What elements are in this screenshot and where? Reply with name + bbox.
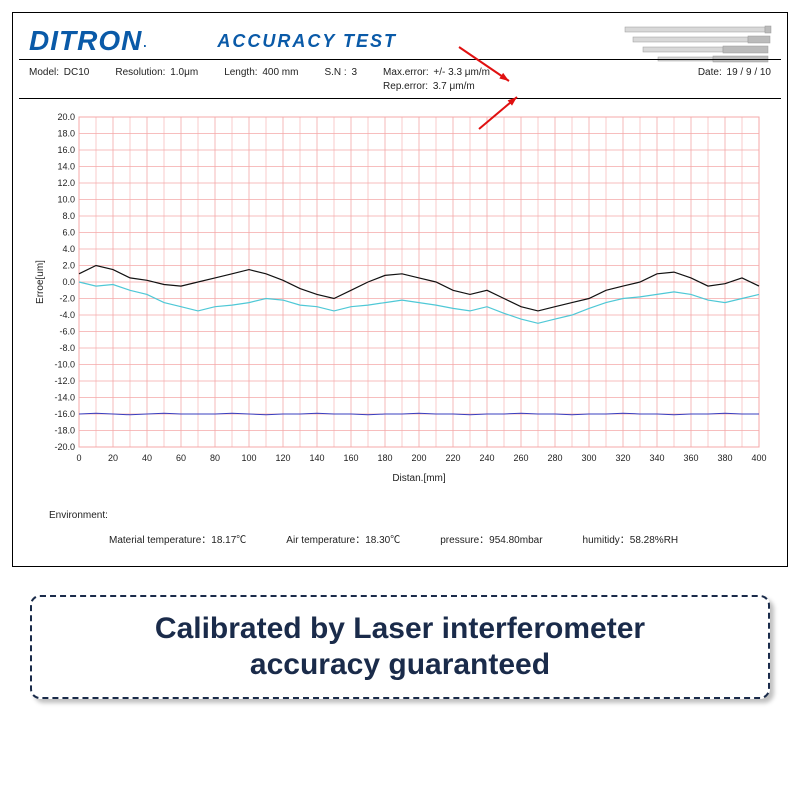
meta-resolution: Resolution: 1.0μm (115, 64, 198, 78)
svg-text:6.0: 6.0 (62, 228, 75, 238)
svg-text:Erroe[um]: Erroe[um] (35, 260, 46, 304)
meta-errors: Max.error: +/- 3.3 μm/m Rep.error: 3.7 μ… (383, 64, 490, 94)
meta-date: Date: 19 / 9 / 10 (698, 64, 771, 78)
svg-text:180: 180 (377, 453, 392, 463)
svg-text:4.0: 4.0 (62, 244, 75, 254)
brand-logo: DITRON (29, 25, 142, 57)
svg-text:120: 120 (275, 453, 290, 463)
svg-text:140: 140 (309, 453, 324, 463)
environment-values: Material temperature：18.17℃ Air temperat… (49, 531, 771, 546)
report-frame: DITRON. ACCURACY TEST Model: DC10 (12, 12, 788, 567)
report-body: DITRON. ACCURACY TEST Model: DC10 (19, 19, 781, 560)
meta-max-error-value: +/- 3.3 μm/m (433, 67, 490, 78)
callout-line1: Calibrated by Laser interferometer (42, 611, 758, 647)
meta-date-label: Date: (698, 67, 722, 78)
svg-text:360: 360 (683, 453, 698, 463)
svg-text:240: 240 (479, 453, 494, 463)
svg-text:220: 220 (445, 453, 460, 463)
svg-text:2.0: 2.0 (62, 261, 75, 271)
svg-text:400: 400 (751, 453, 766, 463)
report-title: ACCURACY TEST (217, 31, 397, 52)
svg-text:20: 20 (108, 453, 118, 463)
brand-dot: . (142, 31, 147, 52)
svg-text:-20.0: -20.0 (54, 442, 75, 452)
accuracy-chart: -20.0 -18.0 -16.0 -14.0 -12.0 -10.0 -8.0 -6.0 -4… (29, 107, 769, 487)
meta-rep-error-value: 3.7 μm/m (433, 81, 475, 92)
env-pressure-value: 954.80mbar (489, 535, 542, 546)
svg-text:280: 280 (547, 453, 562, 463)
svg-text:-6.0: -6.0 (59, 327, 75, 337)
metadata-row: Model: DC10 Resolution: 1.0μm Length: 40… (19, 59, 781, 99)
svg-text:160: 160 (343, 453, 358, 463)
svg-text:-18.0: -18.0 (54, 426, 75, 436)
callout-line2: accuracy guaranteed (42, 647, 758, 683)
env-air-temp-value: 18.30℃ (365, 535, 400, 546)
env-mat-temp-label: Material temperature： (109, 535, 211, 546)
meta-model-label: Model: (29, 67, 59, 78)
svg-text:260: 260 (513, 453, 528, 463)
meta-length-label: Length: (224, 67, 257, 78)
meta-length-value: 400 mm (262, 67, 298, 78)
chart-container: -20.0 -18.0 -16.0 -14.0 -12.0 -10.0 -8.0 -6.0 -4… (19, 99, 781, 502)
svg-text:60: 60 (176, 453, 186, 463)
meta-sn: S.N : 3 (324, 64, 357, 78)
svg-text:-8.0: -8.0 (59, 343, 75, 353)
env-pressure-label: pressure： (440, 535, 489, 546)
meta-rep-error-label: Rep.error: (383, 81, 428, 92)
environment-header: Environment: (49, 510, 771, 521)
meta-model: Model: DC10 (29, 64, 89, 78)
meta-length: Length: 400 mm (224, 64, 298, 78)
svg-text:16.0: 16.0 (57, 145, 75, 155)
svg-text:300: 300 (581, 453, 596, 463)
env-humidity: humitidy：58.28%RH (583, 531, 679, 546)
meta-resolution-label: Resolution: (115, 67, 165, 78)
env-mat-temp: Material temperature：18.17℃ (109, 531, 246, 546)
report-header: DITRON. ACCURACY TEST (19, 19, 781, 59)
env-mat-temp-value: 18.17℃ (211, 535, 246, 546)
env-pressure: pressure：954.80mbar (440, 531, 542, 546)
svg-text:12.0: 12.0 (57, 178, 75, 188)
svg-text:200: 200 (411, 453, 426, 463)
svg-text:100: 100 (241, 453, 256, 463)
svg-text:14.0: 14.0 (57, 162, 75, 172)
environment-block: Environment: Material temperature：18.17℃… (19, 502, 781, 560)
svg-text:380: 380 (717, 453, 732, 463)
meta-model-value: DC10 (64, 67, 90, 78)
svg-text:-14.0: -14.0 (54, 393, 75, 403)
svg-text:40: 40 (142, 453, 152, 463)
env-humidity-label: humitidy： (583, 535, 630, 546)
svg-text:20.0: 20.0 (57, 112, 75, 122)
svg-text:80: 80 (210, 453, 220, 463)
svg-text:-12.0: -12.0 (54, 376, 75, 386)
meta-resolution-value: 1.0μm (170, 67, 198, 78)
svg-text:18.0: 18.0 (57, 129, 75, 139)
meta-sn-label: S.N : (324, 67, 346, 78)
svg-text:-2.0: -2.0 (59, 294, 75, 304)
svg-text:8.0: 8.0 (62, 211, 75, 221)
meta-max-error-label: Max.error: (383, 67, 429, 78)
meta-date-value: 19 / 9 / 10 (727, 67, 771, 78)
svg-text:Distan.[mm]: Distan.[mm] (392, 473, 446, 484)
svg-text:10.0: 10.0 (57, 195, 75, 205)
env-air-temp: Air temperature：18.30℃ (286, 531, 400, 546)
calibration-callout: Calibrated by Laser interferometer accur… (30, 595, 770, 699)
svg-text:320: 320 (615, 453, 630, 463)
svg-text:0.0: 0.0 (62, 277, 75, 287)
env-air-temp-label: Air temperature： (286, 535, 365, 546)
env-humidity-value: 58.28%RH (630, 535, 678, 546)
meta-sn-value: 3 (351, 67, 357, 78)
svg-text:-16.0: -16.0 (54, 409, 75, 419)
svg-text:340: 340 (649, 453, 664, 463)
svg-text:-10.0: -10.0 (54, 360, 75, 370)
svg-text:0: 0 (76, 453, 81, 463)
svg-text:-4.0: -4.0 (59, 310, 75, 320)
